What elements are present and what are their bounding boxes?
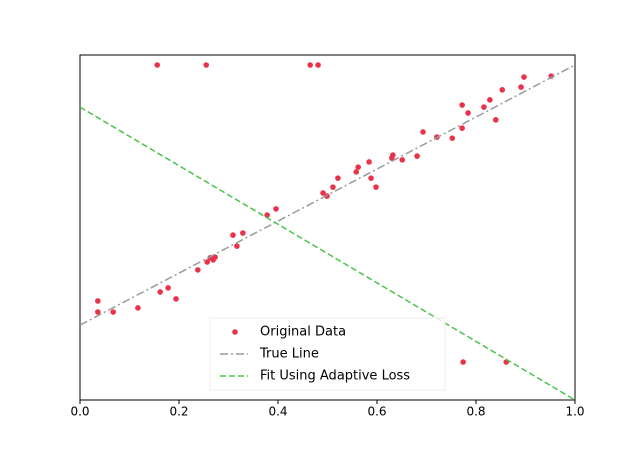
data-point [195,267,201,273]
data-point [355,164,361,170]
data-point [157,289,163,295]
data-point [459,125,465,131]
data-point [173,296,179,302]
data-point [518,84,524,90]
line [79,64,576,326]
data-point [420,129,426,135]
data-point [307,62,313,68]
x-tick-label: 0.8 [466,405,485,419]
data-point [460,359,466,365]
data-point [390,152,396,158]
data-point [135,305,141,311]
line [79,106,576,401]
data-point [212,254,218,260]
data-point [234,243,240,249]
data-point [335,175,341,181]
data-point [493,117,499,123]
legend-label: Fit Using Adaptive Loss [260,369,410,384]
data-point [449,135,456,141]
data-point [414,153,420,159]
legend-marker [232,329,238,335]
data-point [487,97,493,103]
data-point [459,102,465,108]
data-point [465,110,471,116]
data-point [330,184,336,190]
data-point [204,259,211,265]
data-point [230,232,236,238]
x-tick-label: 1.0 [565,405,584,419]
x-tick-label: 0.4 [268,405,287,419]
data-point [499,87,506,93]
data-point [95,309,101,315]
data-point [521,74,527,80]
data-point [366,159,372,165]
plot-frame [79,54,576,401]
data-point [315,62,321,68]
x-tick-label: 0.0 [70,405,89,419]
data-point [264,212,270,218]
data-point [368,175,374,181]
data-point [273,206,279,212]
data-point [320,190,326,196]
legend-frame [209,317,446,391]
legend-label: True Line [259,347,319,362]
data-point [203,62,210,68]
data-point [154,62,161,68]
legend-label: Original Data [260,325,346,340]
data-point [373,184,379,190]
legend: Original Data True Line Fit Using Adaptive… [209,317,446,391]
data-point [399,157,406,163]
x-tick-label: 0.6 [367,405,386,419]
data-point [165,285,171,291]
data-point [353,169,360,175]
data-point [481,104,487,110]
data-point [240,230,246,236]
data-point [95,298,101,304]
x-tick-label: 0.2 [169,405,188,419]
data-point [110,309,116,315]
